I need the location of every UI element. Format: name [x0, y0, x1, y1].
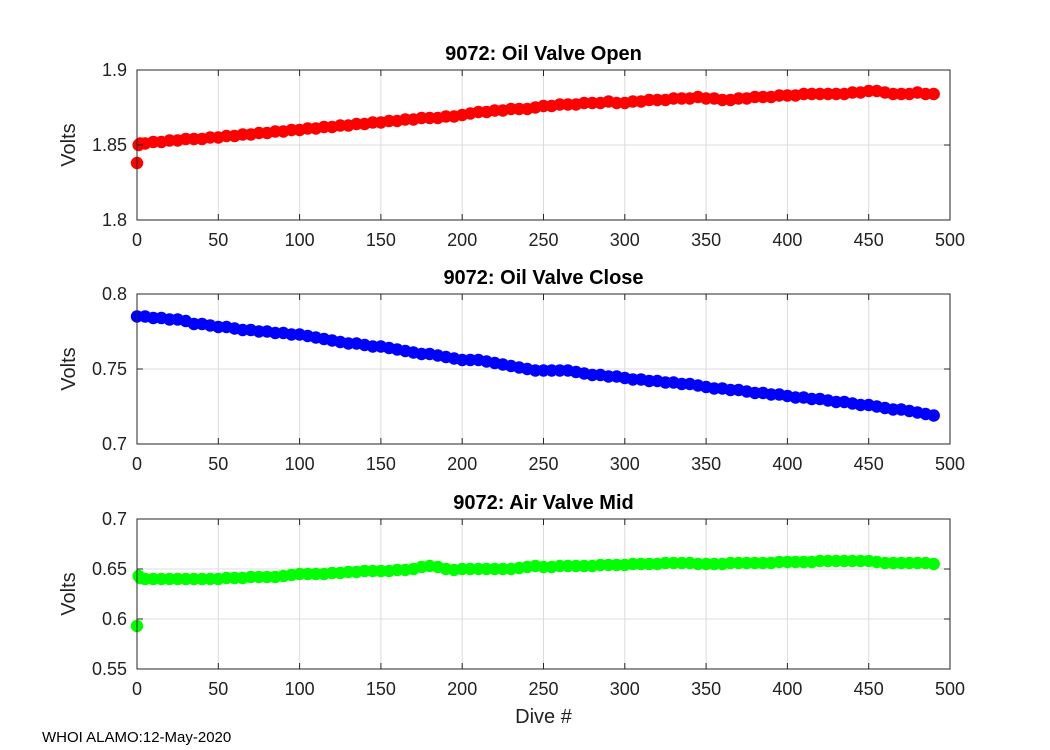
panel-oil-valve-close: 0 50 100 150 200 250 300 350 400 450 500 0.7 0.75 0.8… — [58, 267, 965, 474]
y-tick-label: 0.7 — [102, 434, 127, 454]
x-axis-label: Dive # — [515, 706, 573, 728]
x-tick-label: 200 — [447, 454, 477, 474]
y-tick-label: 0.75 — [92, 359, 127, 379]
x-tick-label: 50 — [208, 230, 228, 250]
y-tick-label: 0.65 — [92, 559, 127, 579]
panel-air-valve-mid: 0 50 100 150 200 250 300 350 400 450 500 0.55 0.6 0.6… — [58, 492, 965, 728]
data-point — [927, 409, 940, 422]
x-tick-label: 300 — [610, 679, 640, 699]
x-tick-label: 250 — [528, 230, 558, 250]
chart-title: 9072: Oil Valve Open — [445, 43, 642, 65]
x-tick-label: 300 — [610, 230, 640, 250]
x-tick-label: 150 — [366, 454, 396, 474]
x-tick-label: 0 — [132, 679, 142, 699]
x-tick-label: 50 — [208, 679, 228, 699]
x-tick-label: 150 — [366, 230, 396, 250]
x-tick-label: 500 — [935, 454, 965, 474]
x-tick-label: 100 — [285, 679, 315, 699]
data-point — [927, 87, 940, 101]
y-axis-label: Volts — [58, 347, 80, 390]
y-tick-label: 0.7 — [102, 509, 127, 529]
panel-oil-valve-open: 0 50 100 150 200 250 300 350 400 450 500 1.8 1.85 1.9… — [58, 43, 965, 250]
x-tick-label: 500 — [935, 679, 965, 699]
x-tick-label: 50 — [208, 454, 228, 474]
footer-stamp: WHOI ALAMO:12-May-2020 — [42, 729, 231, 746]
x-tick-label: 200 — [447, 230, 477, 250]
x-tick-label: 350 — [691, 230, 721, 250]
y-tick-label: 1.85 — [92, 135, 127, 155]
y-axis-label: Volts — [58, 572, 80, 615]
x-tick-label: 200 — [447, 679, 477, 699]
x-tick-label: 150 — [366, 679, 396, 699]
x-tick-label: 350 — [691, 679, 721, 699]
x-tick-label: 400 — [772, 679, 802, 699]
x-tick-label: 0 — [132, 454, 142, 474]
x-tick-label: 350 — [691, 454, 721, 474]
x-tick-label: 100 — [285, 454, 315, 474]
x-tick-label: 300 — [610, 454, 640, 474]
x-tick-label: 450 — [854, 230, 884, 250]
x-tick-label: 100 — [285, 230, 315, 250]
x-tick-label: 250 — [528, 454, 558, 474]
chart-title: 9072: Oil Valve Close — [443, 267, 643, 289]
x-tick-label: 0 — [132, 230, 142, 250]
y-tick-label: 1.8 — [102, 210, 127, 230]
data-point — [927, 557, 940, 571]
chart-title: 9072: Air Valve Mid — [453, 492, 633, 514]
x-tick-label: 450 — [854, 679, 884, 699]
y-tick-label: 0.6 — [102, 609, 127, 629]
y-tick-label: 0.55 — [92, 659, 127, 679]
x-tick-label: 250 — [528, 679, 558, 699]
y-tick-label: 1.9 — [102, 60, 127, 80]
x-tick-label: 500 — [935, 230, 965, 250]
y-tick-label: 0.8 — [102, 284, 127, 304]
x-tick-label: 400 — [772, 230, 802, 250]
x-tick-label: 450 — [854, 454, 884, 474]
y-axis-label: Volts — [58, 123, 80, 166]
x-tick-label: 400 — [772, 454, 802, 474]
